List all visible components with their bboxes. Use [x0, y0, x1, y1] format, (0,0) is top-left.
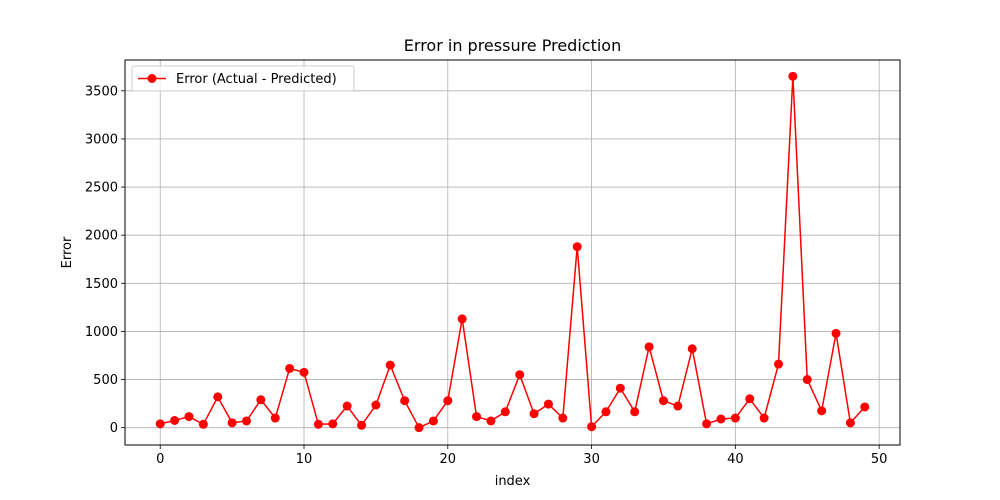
- data-point: [472, 412, 482, 422]
- data-point: [213, 392, 223, 402]
- x-tick-label: 30: [583, 452, 600, 467]
- x-axis-label: index: [495, 474, 531, 489]
- data-point: [256, 395, 266, 405]
- data-point: [443, 396, 453, 406]
- legend-marker-swatch: [147, 74, 157, 83]
- x-tick-label: 20: [440, 452, 457, 467]
- data-point: [601, 407, 611, 417]
- data-point: [400, 396, 410, 406]
- chart-title: Error in pressure Prediction: [404, 36, 621, 55]
- data-point: [687, 344, 697, 354]
- y-tick-label: 3500: [85, 84, 118, 99]
- data-point: [529, 409, 539, 419]
- legend-box: [131, 65, 355, 92]
- data-point: [285, 363, 295, 373]
- data-point: [457, 314, 467, 324]
- x-tick-label: 0: [156, 452, 164, 467]
- data-point: [759, 413, 769, 423]
- data-point: [170, 415, 180, 425]
- y-tick-label: 0: [110, 421, 118, 436]
- y-tick-label: 2500: [85, 181, 118, 196]
- data-point: [486, 416, 496, 426]
- legend-entry-label: Error (Actual - Predicted): [176, 72, 337, 87]
- data-point: [357, 420, 367, 430]
- data-point: [184, 412, 194, 422]
- data-point: [299, 367, 309, 377]
- data-point: [515, 370, 525, 380]
- data-point: [860, 402, 870, 412]
- data-point: [227, 418, 237, 428]
- plot-area: [124, 59, 901, 446]
- data-point: [371, 400, 381, 410]
- grid: [125, 60, 900, 445]
- y-axis-label: Error: [60, 236, 75, 268]
- data-point: [428, 416, 438, 426]
- data-point: [716, 414, 726, 424]
- series-layer: [155, 71, 870, 433]
- data-point: [730, 413, 740, 423]
- data-point: [644, 342, 654, 352]
- data-point: [241, 416, 251, 426]
- y-tick-label: 1500: [85, 277, 118, 292]
- data-point: [414, 423, 424, 433]
- x-tick-label: 40: [727, 452, 744, 467]
- data-point: [615, 383, 625, 393]
- legend: Error (Actual - Predicted): [131, 65, 355, 92]
- data-point: [587, 422, 597, 432]
- data-point: [270, 413, 280, 423]
- y-tick-label: 3000: [85, 132, 118, 147]
- data-point: [543, 399, 553, 409]
- data-point: [673, 401, 683, 411]
- x-tick-label: 50: [871, 452, 888, 467]
- data-point: [500, 407, 510, 417]
- x-tick-label: 10: [296, 452, 313, 467]
- data-point: [745, 394, 755, 404]
- data-point: [198, 419, 208, 429]
- data-point: [342, 401, 352, 411]
- data-point: [658, 396, 668, 406]
- data-point: [558, 413, 568, 423]
- data-point: [328, 419, 338, 429]
- data-point: [831, 328, 841, 338]
- data-point: [802, 375, 812, 385]
- y-tick-label: 2000: [85, 229, 118, 244]
- y-tick-label: 1000: [85, 325, 118, 340]
- y-tick-label: 500: [93, 373, 118, 388]
- data-point: [774, 359, 784, 369]
- data-point: [385, 360, 395, 370]
- data-point: [845, 418, 855, 428]
- data-point: [313, 419, 323, 429]
- data-point: [702, 419, 712, 429]
- data-point: [817, 406, 827, 416]
- data-point: [572, 242, 582, 252]
- data-point: [788, 71, 798, 81]
- data-point: [630, 407, 640, 417]
- data-point: [155, 419, 165, 429]
